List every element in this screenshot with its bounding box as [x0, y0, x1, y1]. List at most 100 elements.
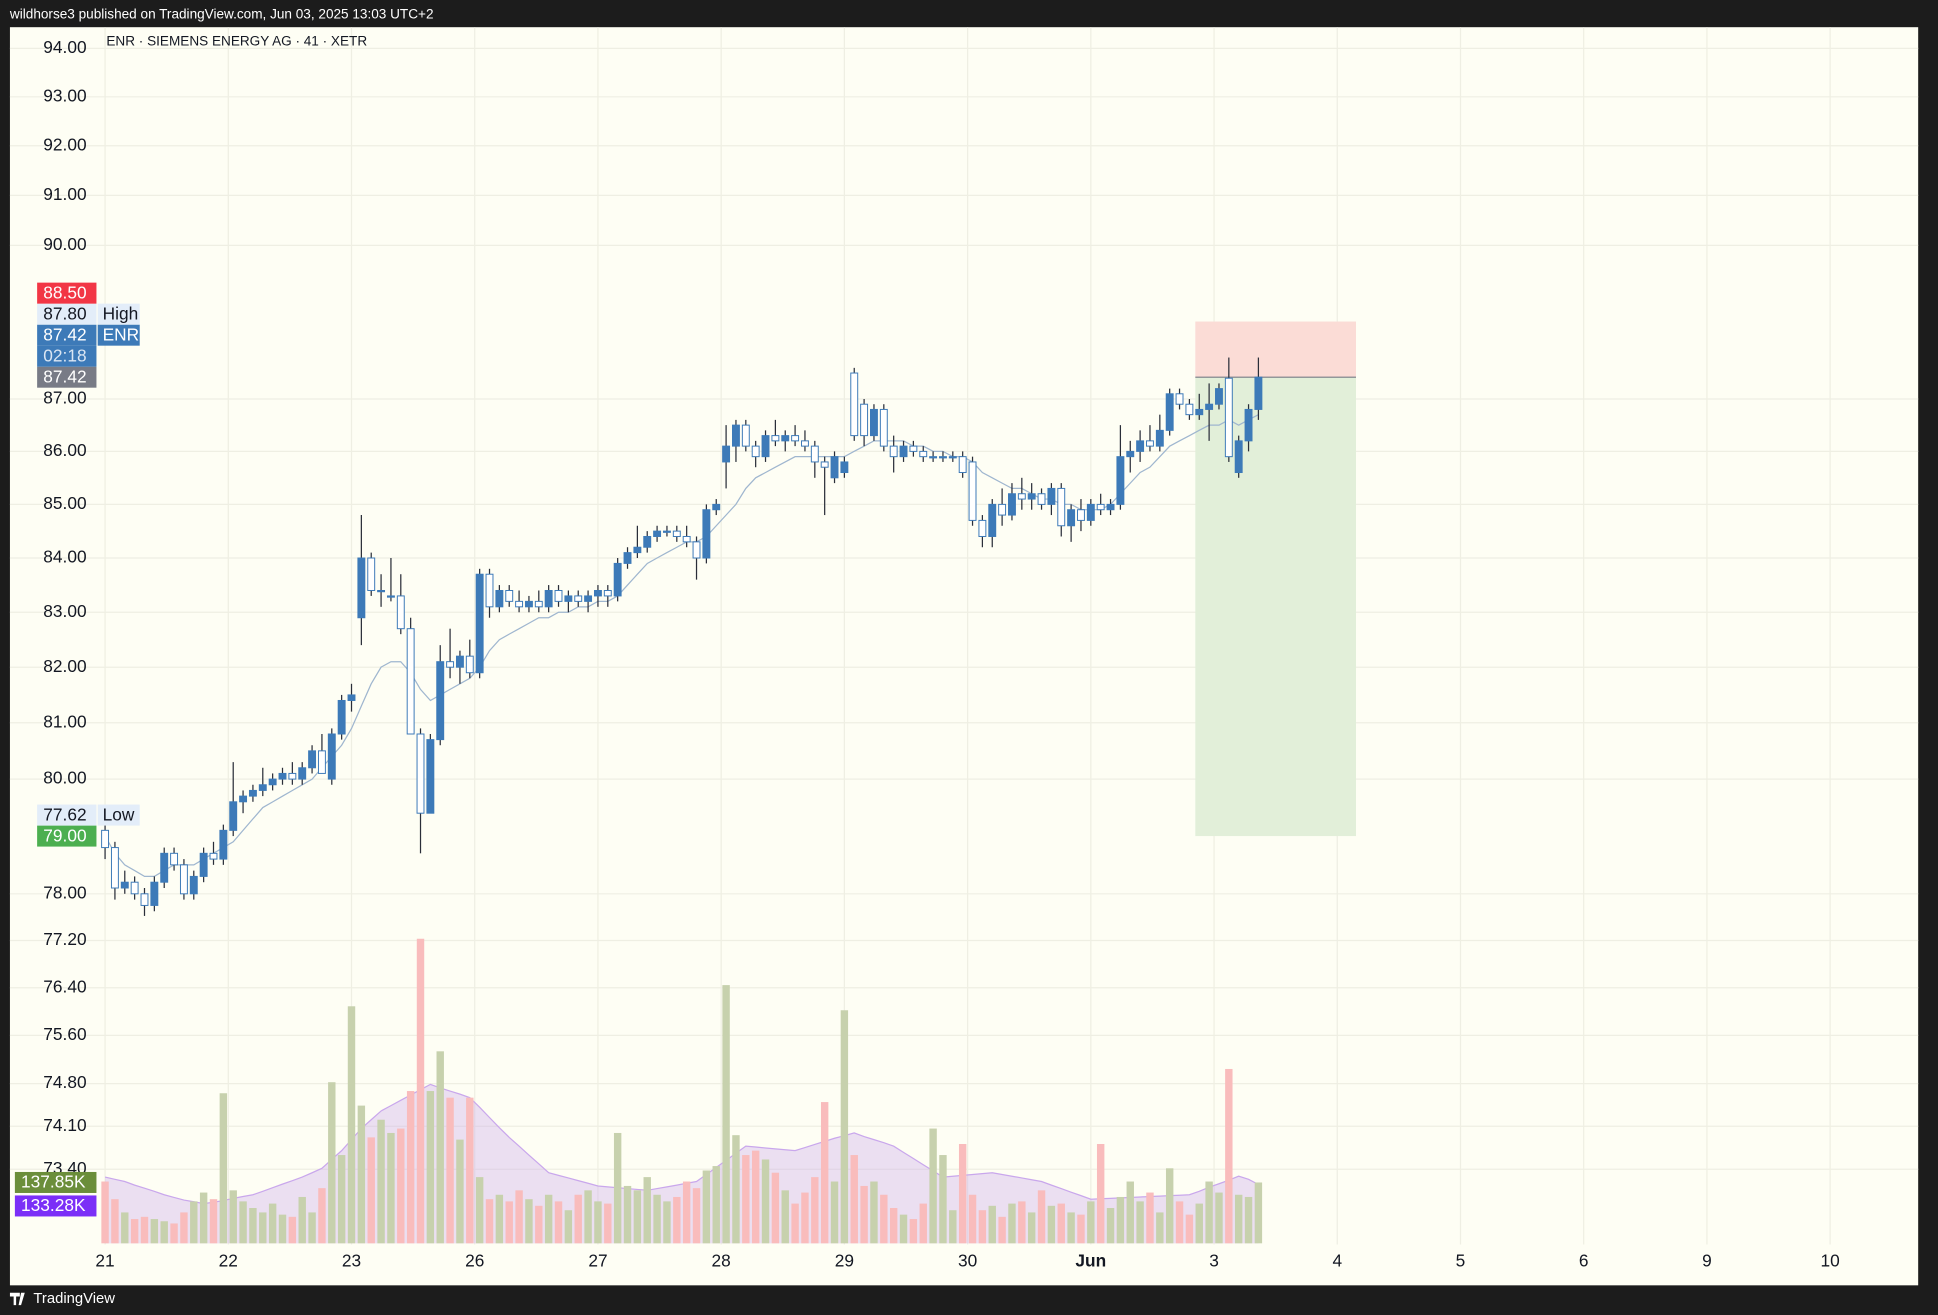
volume-bar [988, 1205, 996, 1244]
volume-pane [101, 938, 1263, 1244]
candle-body [791, 435, 800, 442]
candle-body [229, 801, 238, 831]
candle-body [643, 535, 652, 548]
y-tick-label: 78.00 [43, 882, 86, 902]
candle-body [1195, 408, 1204, 416]
y-tick-label: 85.00 [43, 493, 86, 513]
y-tick-label: 91.00 [43, 184, 86, 204]
price-label-text: 77.62 [43, 804, 86, 824]
candle-body [505, 589, 514, 602]
candle-body [1244, 408, 1253, 442]
y-tick-label: 94.00 [43, 37, 86, 57]
candle-body [702, 509, 711, 559]
volume-bar [1205, 1181, 1213, 1244]
volume-bar [958, 1144, 967, 1244]
candle-body [1165, 393, 1174, 431]
candle-body [515, 600, 524, 608]
candle-body [248, 789, 257, 797]
candle-body [1096, 503, 1105, 511]
candle-body [1234, 440, 1243, 474]
volume-bar [1215, 1192, 1223, 1244]
brand-logo [9, 1292, 25, 1306]
volume-bar [899, 1214, 908, 1244]
volume-bar [1037, 1190, 1046, 1244]
volume-bar [544, 1194, 553, 1244]
volume-bar [1175, 1201, 1184, 1244]
candle-body [544, 589, 553, 608]
candle-body [613, 562, 622, 597]
price-label-text: 87.42 [43, 324, 86, 344]
y-tick-label: 74.10 [43, 1115, 86, 1135]
volume-bar [150, 1219, 159, 1244]
candle-body [534, 600, 543, 608]
candle-body [1037, 493, 1046, 505]
volume-bar [160, 1221, 168, 1244]
candle-body [1008, 493, 1016, 516]
candle-body [1146, 440, 1154, 447]
candle-body [860, 403, 869, 437]
volume-bar [209, 1199, 218, 1244]
volume-bar [328, 1082, 336, 1244]
price-tag-box [97, 324, 140, 346]
x-tick-label: 27 [588, 1250, 607, 1270]
candle-body [199, 852, 208, 877]
candle-body [239, 795, 248, 803]
volume-bar [889, 1208, 898, 1244]
volume-bar [337, 1155, 346, 1244]
x-tick-label: 3 [1209, 1250, 1219, 1270]
candle-body [1047, 487, 1056, 505]
countdown-text: 02:18 [43, 345, 86, 365]
candle-body [1057, 487, 1066, 527]
volume-label-box [14, 1171, 97, 1193]
price-tag-box [97, 303, 140, 325]
candle-body [1126, 450, 1135, 458]
price-label: 87.42 [37, 366, 97, 388]
volume-bar [249, 1208, 257, 1244]
volume-bar [1146, 1192, 1154, 1244]
brand-text: TradingView [33, 1291, 115, 1307]
x-tick-label: 4 [1332, 1250, 1342, 1270]
candle-body [574, 595, 583, 602]
x-tick-label: 28 [712, 1250, 731, 1270]
candle-body [495, 589, 504, 608]
volume-bar [1057, 1203, 1065, 1244]
price-label-text: 87.42 [43, 366, 86, 386]
volume-bar [860, 1185, 868, 1244]
volume-bar [604, 1203, 612, 1244]
candle-body [1017, 493, 1026, 500]
volume-bar [1185, 1214, 1194, 1244]
volume-bar [949, 1210, 957, 1244]
candle-body [939, 456, 947, 459]
candle-body [889, 445, 898, 458]
volume-bar [791, 1203, 799, 1244]
volume-bar [870, 1181, 878, 1244]
candle-body [958, 456, 967, 474]
candle-body [327, 733, 336, 780]
volume-bar [101, 1181, 109, 1244]
candle-body [209, 852, 218, 860]
candle-body [1077, 509, 1085, 521]
volume-bar [446, 1097, 454, 1244]
candle-body [1136, 440, 1145, 452]
volume-last-label: 137.85K [14, 1171, 97, 1193]
volume-bar [663, 1201, 671, 1244]
x-tick-label: 26 [465, 1250, 484, 1270]
candle-body [416, 733, 425, 814]
candle-body [919, 450, 928, 458]
volume-bar [564, 1210, 573, 1244]
target-zone [1195, 377, 1356, 837]
volume-bar [1254, 1182, 1263, 1244]
volume-bar [919, 1203, 927, 1244]
volume-bar [574, 1194, 582, 1244]
volume-bar [436, 1051, 444, 1244]
y-tick-label: 92.00 [43, 134, 86, 154]
grid [9, 27, 1919, 1245]
volume-bar [1126, 1181, 1134, 1244]
candle-body [929, 456, 938, 459]
price-label-box [37, 324, 97, 346]
volume-bar [426, 1091, 435, 1244]
x-tick-label: 30 [958, 1250, 977, 1270]
volume-bar [1087, 1201, 1095, 1244]
price-label-box [37, 303, 97, 325]
